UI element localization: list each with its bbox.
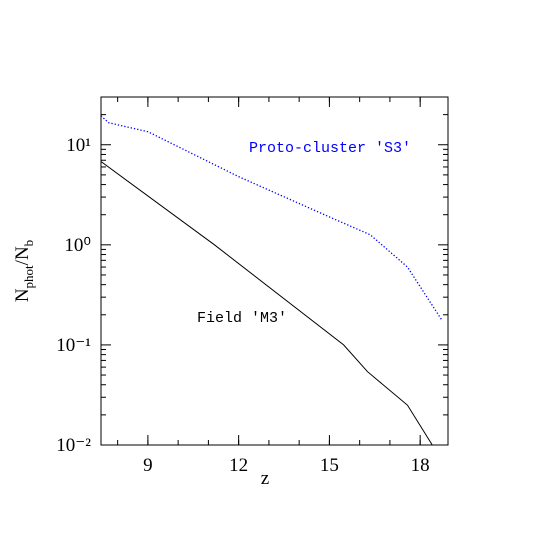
x-tick-label: 12 — [229, 455, 248, 476]
series-label: Field 'M3' — [197, 310, 287, 327]
y-axis-label: Nphot/Nb — [12, 240, 36, 302]
y-tick-label: 10⁰ — [64, 235, 91, 256]
y-tick-label: 10¹ — [66, 135, 91, 156]
y-tick-label: 10⁻² — [56, 435, 91, 456]
series-label: Proto-cluster 'S3' — [249, 140, 411, 157]
y-label-part: N — [12, 288, 33, 302]
y-label-part: b — [21, 240, 36, 247]
y-label-part: phot — [21, 265, 36, 289]
series-line — [100, 161, 433, 446]
series-line — [100, 115, 442, 320]
x-tick-label: 9 — [143, 455, 153, 476]
x-tick-label: 18 — [411, 455, 430, 476]
x-tick-label: 15 — [320, 455, 339, 476]
x-axis-label: z — [261, 468, 269, 489]
y-label-part: /N — [12, 246, 33, 265]
y-tick-label: 10⁻¹ — [56, 335, 91, 356]
plot-frame — [100, 96, 449, 446]
